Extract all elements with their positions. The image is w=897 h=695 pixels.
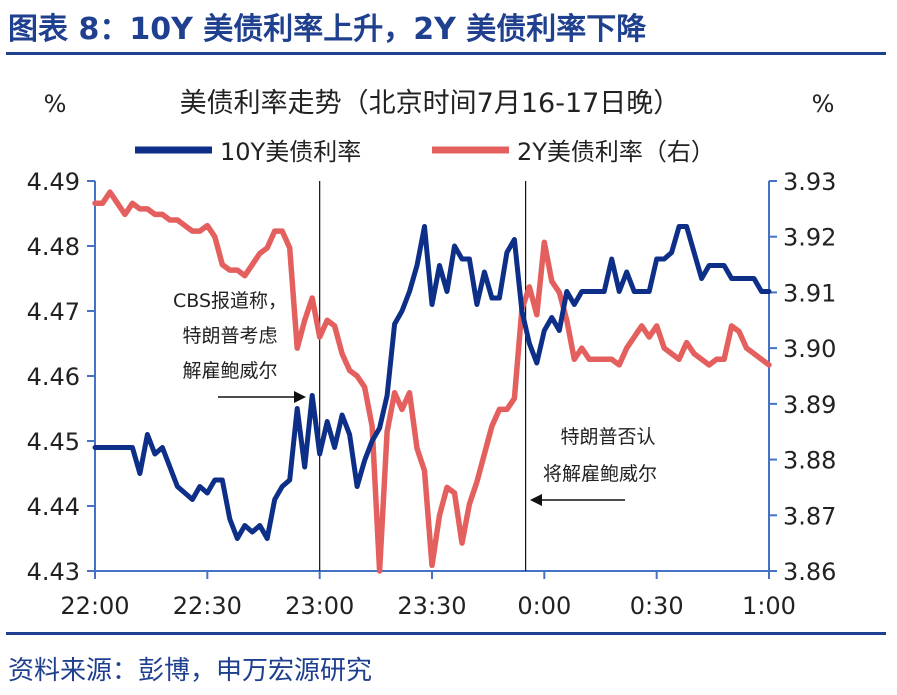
annotation-cbs-arrowhead xyxy=(294,391,306,403)
x-tick-label: 22:30 xyxy=(173,592,242,620)
annotation-cbs: CBS报道称， 特朗普考虑 解雇鲍威尔 xyxy=(173,290,306,403)
legend-label-2y: 2Y美债利率（右） xyxy=(517,138,715,166)
annotation-cbs-line-1: CBS报道称， xyxy=(173,290,287,312)
chart-title: 美债利率走势（北京时间7月16-17日晚） xyxy=(180,88,681,119)
y-left-tick-label: 4.49 xyxy=(27,168,80,196)
event-lines xyxy=(319,181,527,571)
source-rule xyxy=(6,632,886,635)
legend: 10Y美债利率 2Y美债利率（右） xyxy=(135,138,715,166)
y-right-tick-label: 3.87 xyxy=(783,502,836,530)
annotation-deny-line-2: 将解雇鲍威尔 xyxy=(543,463,657,485)
x-tick-label: 22:00 xyxy=(60,592,129,620)
y-right-tick-label: 3.93 xyxy=(783,168,836,196)
annotation-cbs-line-3: 解雇鲍威尔 xyxy=(182,360,277,382)
x-tick-label: 0:00 xyxy=(517,592,571,620)
y-right-tick-label: 3.91 xyxy=(783,279,836,307)
x-tick-label: 23:00 xyxy=(285,592,354,620)
y-left-tick-label: 4.47 xyxy=(27,298,80,326)
y-left-tick-label: 4.48 xyxy=(27,233,80,261)
x-tick-label: 23:30 xyxy=(397,592,466,620)
title-rule xyxy=(6,52,886,55)
y-left-tick-label: 4.44 xyxy=(27,493,80,521)
y-right-tick-label: 3.90 xyxy=(783,335,836,363)
left-unit: % xyxy=(44,90,67,118)
y-right-tick-label: 3.89 xyxy=(783,391,836,419)
x-tick-label: 0:30 xyxy=(630,592,684,620)
right-unit: % xyxy=(812,90,835,118)
source-note: 资料来源：彭博，申万宏源研究 xyxy=(8,656,373,686)
annotation-deny-arrowhead xyxy=(530,494,542,506)
y-left-tick-label: 4.43 xyxy=(27,558,80,586)
annotation-cbs-line-2: 特朗普考虑 xyxy=(182,325,277,347)
series-line-2y xyxy=(92,189,772,574)
series-line-10y xyxy=(92,224,772,541)
y-right-tick-label: 3.86 xyxy=(783,558,836,586)
x-tick-label: 1:00 xyxy=(742,592,796,620)
annotation-deny: 特朗普否认 将解雇鲍威尔 xyxy=(530,426,657,506)
annotation-deny-line-1: 特朗普否认 xyxy=(560,426,655,448)
y-right-tick-label: 3.92 xyxy=(783,224,836,252)
figure-title: 图表 8：10Y 美债利率上升，2Y 美债利率下降 xyxy=(8,12,647,47)
y-right-tick-label: 3.88 xyxy=(783,447,836,475)
y-left-tick-label: 4.46 xyxy=(27,363,80,391)
legend-label-10y: 10Y美债利率 xyxy=(220,138,361,166)
series-layer xyxy=(92,189,772,574)
y-left-tick-label: 4.45 xyxy=(27,428,80,456)
axes: 4.49 4.48 4.47 4.46 4.45 4.44 4.43 3.93 3.92 3.91… xyxy=(27,168,837,620)
